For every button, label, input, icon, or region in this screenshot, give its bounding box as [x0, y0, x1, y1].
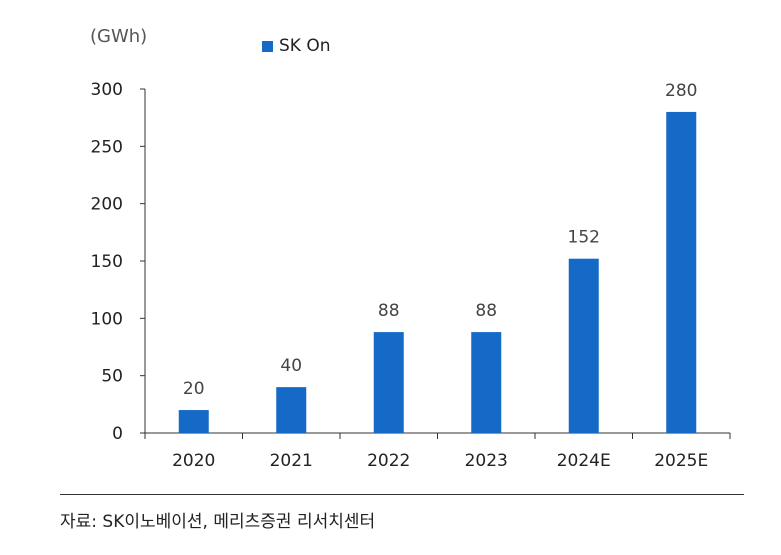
y-tick-label: 100: [91, 309, 123, 329]
legend: SK On: [262, 36, 331, 56]
x-tick-label: 2022: [367, 451, 410, 471]
y-tick-label: 250: [91, 137, 123, 157]
x-tick-label: 2025E: [654, 451, 708, 471]
x-tick-label: 2021: [270, 451, 313, 471]
data-label: 88: [475, 301, 497, 321]
x-tick-label: 2023: [465, 451, 508, 471]
x-tick-label: 2020: [172, 451, 215, 471]
data-label: 40: [280, 356, 302, 376]
x-tick-label: 2024E: [557, 451, 611, 471]
source-note: 자료: SK이노베이션, 메리츠증권 리서치센터: [60, 512, 376, 532]
bar: [373, 332, 404, 433]
bar: [666, 111, 697, 433]
y-tick-label: 150: [91, 252, 123, 272]
source-divider: [60, 494, 744, 495]
legend-swatch: [262, 40, 273, 52]
data-label: 280: [665, 81, 697, 101]
chart: (GWh) SK On 0 50 100 150 200 250 300 20 2020 40 20…: [90, 26, 731, 471]
y-tick-label: 50: [101, 367, 123, 387]
y-tick-label: 300: [91, 80, 123, 100]
legend-label: SK On: [279, 36, 331, 56]
chart-plot: 0501001502002503002020204020218820228820…: [91, 80, 731, 471]
bar: [178, 410, 209, 433]
bar: [471, 332, 502, 433]
y-axis-unit-label: (GWh): [90, 26, 148, 47]
y-tick-label: 0: [112, 424, 123, 444]
data-label: 20: [183, 379, 205, 399]
y-tick-label: 200: [91, 195, 123, 215]
data-label: 152: [568, 228, 600, 248]
bar: [276, 387, 307, 433]
data-label: 88: [378, 301, 400, 321]
bar: [568, 258, 599, 433]
